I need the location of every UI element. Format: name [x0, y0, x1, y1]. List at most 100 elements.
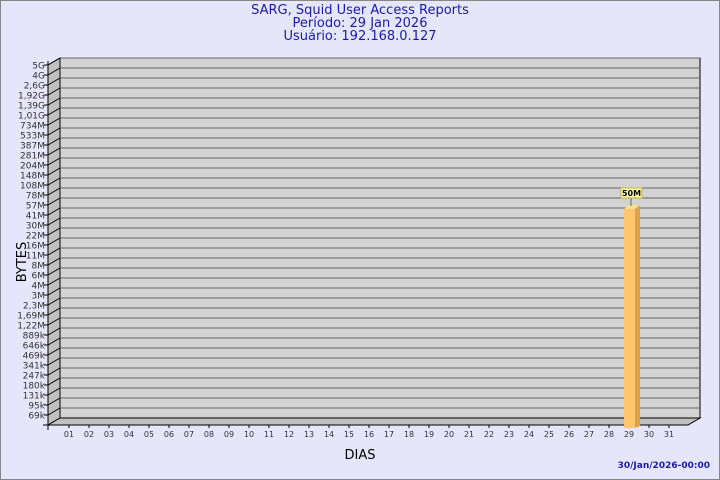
y-tick-label: 734M — [20, 122, 45, 132]
x-tick-label: 14 — [324, 430, 334, 439]
y-tick-diag — [47, 87, 61, 96]
y-tick-label: 5G — [32, 62, 45, 72]
y-tick-diag — [47, 117, 61, 126]
y-tick-label: 1,01G — [18, 112, 45, 122]
bar-side — [635, 204, 640, 428]
y-tick-label: 2,3M — [23, 302, 45, 312]
x-tick-label: 20 — [444, 430, 454, 439]
x-tick-label: 31 — [664, 430, 674, 439]
x-tick-label: 07 — [184, 430, 194, 439]
y-tick-diag — [47, 267, 61, 276]
y-tick-label: 1,92G — [18, 92, 45, 102]
y-tick-label: 22M — [26, 232, 45, 242]
x-tick-label: 18 — [404, 430, 414, 439]
y-tick-label: 1,69M — [17, 312, 45, 322]
y-tick-label: 108M — [20, 182, 45, 192]
y-tick-label: 387M — [20, 142, 45, 152]
x-tick-label: 29 — [624, 430, 634, 439]
y-tick-label: 4M — [32, 282, 46, 292]
y-tick-diag — [47, 327, 61, 336]
y-tick-diag — [47, 177, 61, 186]
x-tick-label: 27 — [584, 430, 594, 439]
x-tick-label: 15 — [344, 430, 354, 439]
y-tick-diag — [47, 407, 61, 416]
y-tick-diag — [47, 257, 61, 266]
y-tick-label: 341k — [23, 362, 46, 372]
y-axis-label: BYTES — [14, 241, 30, 283]
y-tick-label: 204M — [20, 162, 45, 172]
x-tick-label: 11 — [264, 430, 274, 439]
x-tick-label: 12 — [284, 430, 294, 439]
y-tick-label: 3M — [32, 292, 46, 302]
chart-title: SARG, Squid User Access Reports — [251, 3, 469, 18]
bar-data-label: 50M — [622, 189, 641, 198]
y-tick-diag — [47, 247, 61, 256]
y-tick-diag — [47, 167, 61, 176]
x-tick-label: 05 — [144, 430, 154, 439]
x-tick-label: 09 — [224, 430, 234, 439]
x-tick-label: 06 — [164, 430, 174, 439]
x-tick-label: 22 — [484, 430, 494, 439]
x-axis-label: DIAS — [344, 448, 376, 463]
y-tick-label: 11M — [26, 252, 45, 262]
y-tick-diag — [47, 97, 61, 106]
y-tick-diag — [47, 357, 61, 366]
y-tick-label: 646k — [23, 342, 46, 352]
y-tick-diag — [47, 187, 61, 196]
y-tick-diag — [47, 107, 61, 116]
y-tick-label: 16M — [26, 242, 45, 252]
y-tick-diag — [47, 387, 61, 396]
x-tick-label: 02 — [84, 430, 94, 439]
chart-subtitle-user: Usuário: 192.168.0.127 — [283, 29, 437, 44]
y-tick-diag — [47, 367, 61, 376]
y-tick-label: 180k — [23, 382, 46, 392]
x-tick-label: 30 — [644, 430, 654, 439]
y-tick-label: 2,6G — [24, 82, 45, 92]
y-tick-diag — [47, 217, 61, 226]
y-tick-label: 41M — [26, 212, 45, 222]
y-tick-diag — [47, 397, 61, 406]
footer-timestamp: 30/Jan/2026-00:00 — [617, 461, 710, 471]
x-tick-label: 01 — [64, 430, 74, 439]
y-tick-label: 8M — [32, 262, 46, 272]
y-tick-label: 1,22M — [17, 322, 45, 332]
bar-label-box — [620, 187, 643, 199]
y-tick-diag — [47, 277, 61, 286]
y-tick-label: 533M — [20, 132, 45, 142]
y-tick-diag — [47, 77, 61, 86]
x-tick-label: 16 — [364, 430, 374, 439]
x-tick-label: 28 — [604, 430, 614, 439]
x-tick-label: 26 — [564, 430, 574, 439]
x-tick-label: 19 — [424, 430, 434, 439]
y-tick-diag — [47, 227, 61, 236]
x-tick-label: 24 — [524, 430, 534, 439]
y-tick-label: 889k — [23, 332, 46, 342]
y-tick-diag — [47, 137, 61, 146]
y-tick-diag — [47, 347, 61, 356]
y-tick-diag — [47, 237, 61, 246]
y-tick-diag — [47, 157, 61, 166]
y-tick-label: 469k — [23, 352, 46, 362]
y-tick-label: 69k — [28, 412, 45, 422]
y-tick-diag — [47, 197, 61, 206]
x-tick-label: 08 — [204, 430, 214, 439]
y-tick-label: 6M — [32, 272, 46, 282]
y-tick-diag — [47, 297, 61, 306]
x-tick-label: 13 — [304, 430, 314, 439]
x-tick-label: 23 — [504, 430, 514, 439]
y-tick-diag — [47, 287, 61, 296]
y-tick-label: 148M — [20, 172, 45, 182]
bar — [624, 208, 635, 428]
y-tick-label: 131k — [23, 392, 46, 402]
y-tick-label: 1,39G — [18, 102, 45, 112]
bar-top — [624, 204, 640, 209]
y-tick-diag — [47, 67, 61, 76]
y-tick-diag — [47, 57, 61, 66]
y-tick-diag — [47, 317, 61, 326]
y-tick-diag — [47, 377, 61, 386]
y-tick-label: 281M — [20, 152, 45, 162]
y-tick-diag — [47, 207, 61, 216]
y-tick-label: 4G — [32, 72, 45, 82]
